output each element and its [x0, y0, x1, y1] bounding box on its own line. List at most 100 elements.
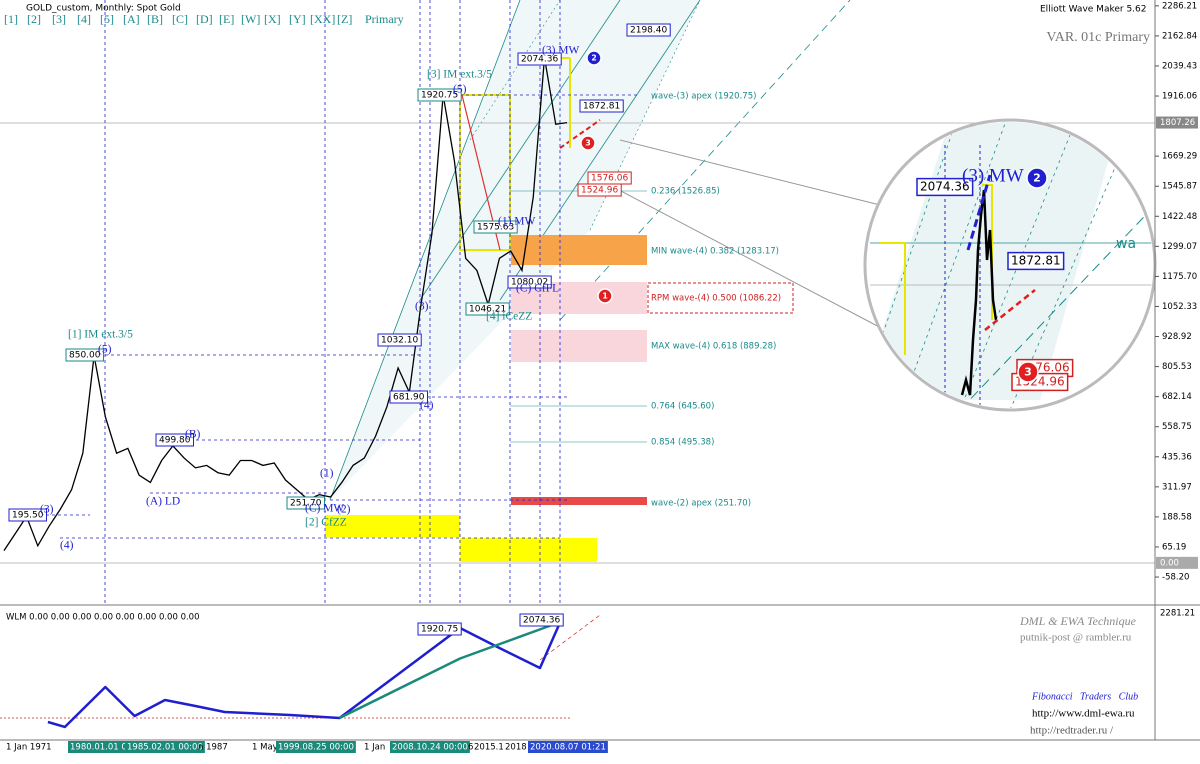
- fib-label: 0.854 (495.38): [651, 438, 714, 448]
- wave-button[interactable]: [4]: [77, 12, 91, 26]
- wave-button[interactable]: [2]: [27, 12, 41, 26]
- wave-label: [2] CfZZ: [305, 517, 347, 529]
- wave-marker-label: 2: [1033, 172, 1041, 185]
- price-tick-label: -58.20: [1162, 573, 1189, 583]
- wave-label: (5): [98, 344, 112, 356]
- fib-label: MIN wave-(4) 0.382 (1283.17): [651, 247, 779, 257]
- fib-zone: [511, 235, 647, 265]
- zoom-price-box-frame: [1007, 251, 1065, 271]
- trend-line: [984, 289, 1036, 331]
- price-line: [3, 57, 568, 552]
- wave-label: (2): [337, 504, 351, 516]
- vertical-markers: [104, 0, 561, 605]
- wave-button[interactable]: [C]: [172, 12, 188, 26]
- wave-button[interactable]: [X]: [264, 12, 281, 26]
- price-tick-label: 1175.70: [1162, 272, 1197, 282]
- wave-marker: [580, 135, 596, 151]
- wave-label: [4] iCeZZ: [486, 311, 532, 323]
- wave-button[interactable]: [5]: [100, 12, 114, 26]
- wave-button[interactable]: [Y]: [289, 12, 306, 26]
- wave-label: (3): [415, 301, 429, 313]
- price-box-frame: [473, 220, 518, 234]
- price-box: 195.50: [12, 511, 44, 521]
- variant-label: VAR. 01c Primary: [1046, 30, 1150, 45]
- price-box: 850.00: [69, 351, 101, 361]
- zoom-price-box-frame: [916, 177, 974, 197]
- fib-zone: [511, 330, 647, 362]
- wave-button[interactable]: [W]: [241, 12, 260, 26]
- wave-button[interactable]: [B]: [147, 12, 163, 26]
- indicator-line: [338, 620, 561, 720]
- zoomed-price: [960, 189, 998, 396]
- wave-button[interactable]: [3]: [52, 12, 66, 26]
- channel-fill: [867, 122, 1120, 400]
- wave-label: (3) MW: [542, 45, 580, 57]
- credit-site2: http://redtrader.ru /: [1030, 725, 1114, 737]
- wave-marker-label: 3: [1024, 366, 1032, 379]
- wave-label: (C) MW: [305, 503, 344, 515]
- price-box-frame: [377, 333, 422, 347]
- price-tick-label: 435.36: [1162, 452, 1192, 462]
- time-label: 2015.1: [474, 743, 504, 753]
- wave-link: [559, 119, 601, 149]
- price-box-frame: [417, 88, 462, 102]
- wave-label: (1): [320, 468, 334, 480]
- wave-button[interactable]: [A]: [123, 12, 140, 26]
- indicator-name: Elliott Wave Maker 5.62: [1040, 5, 1146, 15]
- credit-site1: http://www.dml-ewa.ru: [1032, 708, 1135, 720]
- time-label: 1980.01.01 00:00: [70, 743, 146, 753]
- price-tick-label: 2286.21: [1162, 1, 1197, 11]
- price-box-frame: [65, 348, 104, 362]
- time-label: 6: [468, 743, 473, 753]
- price-box: 1872.81: [583, 102, 620, 112]
- fib-label: 0.236 (1526.85): [651, 187, 720, 197]
- wave-label: [3] IM ext.3/5: [427, 69, 492, 81]
- credit-club: Fibonacci Traders Club: [1031, 691, 1138, 702]
- wave-button[interactable]: [D]: [196, 12, 213, 26]
- time-label-highlight: [276, 741, 356, 753]
- price-box: 1524.96: [581, 186, 618, 196]
- time-label: 1 Jan 1971: [6, 743, 52, 753]
- zoom-connector: [599, 179, 886, 331]
- price-tick-label: 65.19: [1162, 542, 1186, 552]
- wave-marker: [586, 50, 602, 66]
- time-label: 1999.08.25 00:00: [278, 743, 354, 753]
- channel-line: [559, 0, 851, 321]
- price-box: 1576.06: [591, 174, 628, 184]
- time-label: 1985.02.01 00:00: [127, 743, 203, 753]
- price-tick-label: 805.53: [1162, 362, 1192, 372]
- price-box-frame: [389, 390, 428, 404]
- price-box-frame: [577, 183, 622, 197]
- fib-label: RPM wave-(4) 0.500 (1086.22): [651, 294, 781, 304]
- wave-button[interactable]: [E]: [219, 12, 234, 26]
- wave-label: (4): [60, 540, 74, 552]
- price-box-frame: [507, 275, 552, 289]
- zero-price-tag: [1156, 556, 1198, 569]
- price-box: 1920.75: [421, 91, 458, 101]
- zoom-connector: [619, 139, 881, 206]
- mode-button[interactable]: Primary: [365, 12, 404, 26]
- indicator-box: 1920.75: [421, 625, 458, 635]
- time-label: 2008.10.24 00:00: [392, 743, 468, 753]
- time-label: 2020.08.07 01:21: [530, 743, 606, 753]
- wave-label: (A) LD: [146, 496, 180, 508]
- wave-label: (C) CfFL: [516, 283, 559, 295]
- indicator-title: WLM 0.00 0.00 0.00 0.00 0.00 0.00 0.00 0…: [6, 613, 200, 623]
- fib-label: wave-(2) apex (251.70): [651, 499, 751, 509]
- time-label-highlight: [390, 741, 470, 753]
- wave-label: (1) MW: [498, 216, 536, 228]
- price-box: 2074.36: [521, 55, 558, 65]
- wave-button[interactable]: [Z]: [337, 12, 352, 26]
- price-box-frame: [579, 99, 624, 113]
- wave-button[interactable]: [XX]: [310, 12, 335, 26]
- price-box-frame: [286, 496, 325, 510]
- wave-label: (3): [40, 504, 54, 516]
- indicator-axis-label: 2281.21: [1160, 609, 1195, 619]
- indicator-box-frame: [417, 622, 462, 636]
- price-tick-label: 188.58: [1162, 512, 1192, 522]
- zoom-price-box: 1872.81: [1011, 254, 1061, 268]
- wave-button[interactable]: [1]: [4, 12, 18, 26]
- price-box-frame: [626, 23, 671, 37]
- price-tick-label: 2039.43: [1162, 61, 1197, 71]
- channel-line: [959, 199, 1153, 408]
